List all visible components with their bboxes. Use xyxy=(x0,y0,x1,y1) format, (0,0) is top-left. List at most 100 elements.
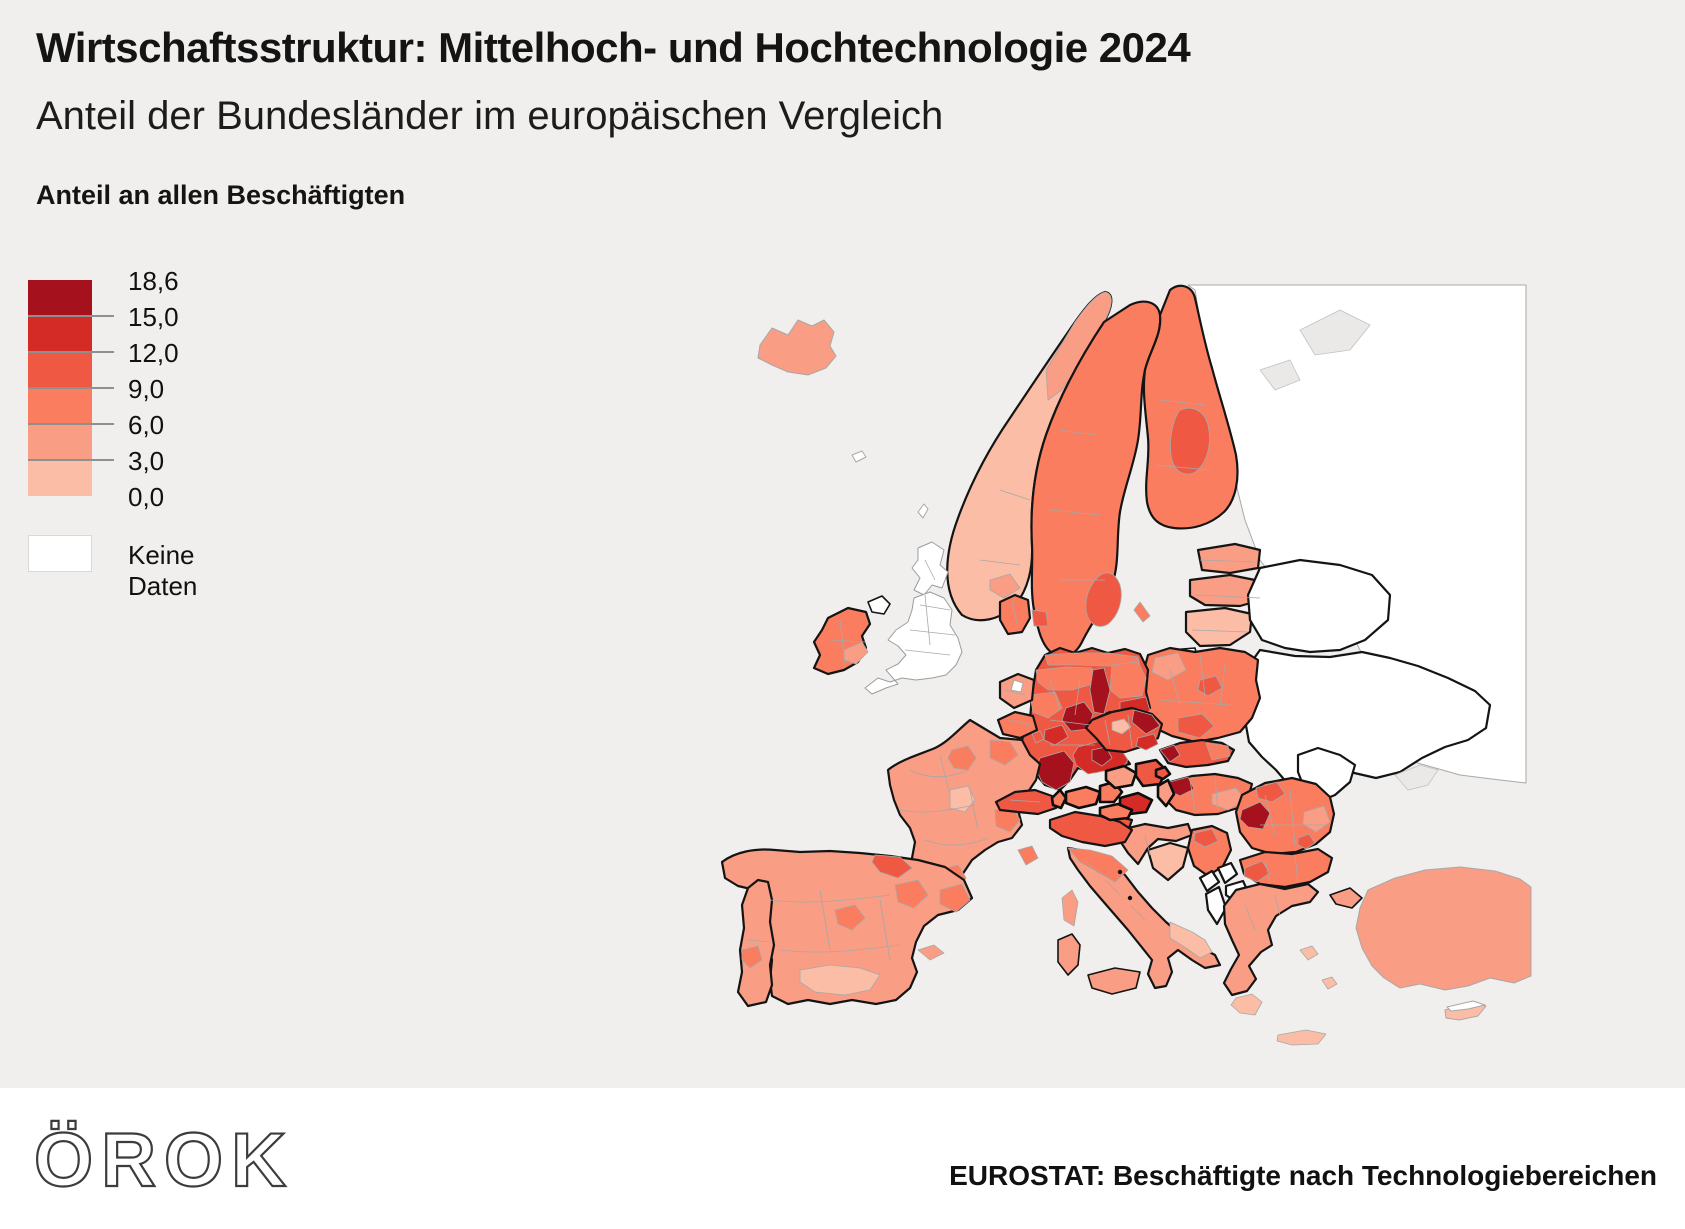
region-estonia xyxy=(1196,542,1262,575)
region-albania xyxy=(1204,885,1228,926)
legend-tick xyxy=(28,315,114,317)
region-belarus xyxy=(1246,558,1392,654)
region-czechia-ne xyxy=(1131,709,1161,735)
region-luxembourg xyxy=(1031,730,1045,744)
region-switzerland xyxy=(994,788,1058,816)
region-portugal xyxy=(736,878,776,1008)
region-denmark-zealand xyxy=(1031,609,1049,627)
region-italy-peninsula xyxy=(1066,846,1222,990)
legend-swatch-6 xyxy=(28,460,92,496)
data-source: EUROSTAT: Beschäftigte nach Technologieb… xyxy=(949,1160,1657,1191)
region-romania-bucharest xyxy=(1297,833,1316,850)
region-serbia-north xyxy=(1193,828,1219,848)
region-spain-catalonia xyxy=(939,883,971,913)
legend-value: 9,0 xyxy=(128,374,165,404)
region-sweden-mid xyxy=(1085,572,1122,627)
region-austria-burgenland xyxy=(1156,778,1176,808)
region-spain-basque xyxy=(871,854,913,879)
region-bulgaria-sofia xyxy=(1243,860,1271,883)
legend-value: 15,0 xyxy=(128,302,179,332)
region-finland xyxy=(1142,284,1239,530)
region-spain-madrid xyxy=(834,904,866,931)
region-czechia-prague xyxy=(1111,718,1132,735)
legend-no-data-label: Keine Daten xyxy=(128,540,198,601)
legend-tick xyxy=(28,423,114,425)
legend-value: 6,0 xyxy=(128,410,165,440)
region-poland-nw xyxy=(1151,652,1187,681)
region-bosnia xyxy=(1146,841,1190,882)
region-uk-scotland xyxy=(911,541,949,596)
region-gotland xyxy=(1133,601,1151,623)
region-czechia-moravia xyxy=(1135,733,1159,751)
legend-tick xyxy=(28,387,114,389)
region-romania-west xyxy=(1239,801,1271,830)
region-belgium xyxy=(996,710,1039,740)
region-germany-wolfsburg xyxy=(1089,667,1111,715)
region-france-azur xyxy=(1017,845,1039,866)
austria-bundeslaender xyxy=(1050,758,1176,822)
region-austria-wien xyxy=(1154,765,1172,781)
region-finland-south xyxy=(1170,407,1210,475)
region-crete xyxy=(1276,1029,1327,1046)
region-shetland xyxy=(917,503,929,519)
region-peloponnese xyxy=(1230,993,1263,1016)
region-romania-east xyxy=(1302,805,1331,833)
region-romania-nw xyxy=(1255,781,1286,803)
region-italy-tuscany xyxy=(1067,847,1129,883)
legend-swatch-1 xyxy=(28,280,92,316)
map-svg xyxy=(720,284,1532,1046)
region-turkey-thrace xyxy=(1329,887,1363,909)
region-lithuania xyxy=(1184,606,1254,648)
region-iceland xyxy=(757,319,837,376)
oerok-logo: ÖROK xyxy=(33,1118,294,1204)
region-greece xyxy=(1222,882,1320,997)
legend-value-max: 18,6 xyxy=(128,266,179,296)
region-germany-nrw xyxy=(1029,691,1063,719)
white-sea xyxy=(1299,309,1371,356)
region-sicily xyxy=(1087,967,1141,995)
region-uk-england xyxy=(864,591,963,695)
region-borders xyxy=(747,399,1325,961)
region-kosovo xyxy=(1216,861,1239,885)
region-germany-brandenburg xyxy=(1109,661,1147,699)
region-cyprus-north xyxy=(1446,1000,1486,1012)
region-austria-vorarlberg xyxy=(1050,788,1068,810)
legend-swatch-2 xyxy=(28,316,92,352)
region-montenegro xyxy=(1198,869,1221,893)
legend-swatch-5 xyxy=(28,424,92,460)
region-france-ne xyxy=(989,739,1019,766)
region-turkey xyxy=(1355,866,1532,991)
oerok-logo-text: ÖROK xyxy=(34,1118,294,1203)
region-norway-oslo xyxy=(989,573,1021,599)
region-sardinia xyxy=(1057,933,1081,976)
region-slovakia-west xyxy=(1159,744,1181,763)
region-poland-lodz xyxy=(1197,675,1223,697)
region-aegean-island xyxy=(1321,976,1338,990)
region-corsica xyxy=(1061,889,1079,927)
region-austria-oberoesterreich xyxy=(1104,764,1138,790)
san-marino-dot xyxy=(1117,869,1123,875)
crimea xyxy=(1394,764,1439,791)
legend-value: 3,0 xyxy=(128,446,165,476)
legend-tick xyxy=(28,459,114,461)
footer-band: ÖROK EUROSTAT: Beschäftigte nach Technol… xyxy=(0,1088,1685,1229)
region-germany-pfalz xyxy=(1043,724,1069,746)
region-austria-tirol xyxy=(1064,785,1102,810)
region-italy-south xyxy=(1169,921,1213,959)
region-portugal-lisbon xyxy=(741,945,763,969)
region-faroe xyxy=(851,450,867,463)
legend-swatch-3 xyxy=(28,352,92,388)
region-croatia xyxy=(1118,822,1194,866)
region-spain-aragon xyxy=(894,879,929,909)
region-netherlands-flevoland xyxy=(1010,679,1024,693)
vatican-dot xyxy=(1127,895,1133,901)
legend-value: 12,0 xyxy=(128,338,179,368)
page-title: Wirtschaftsstruktur: Mittelhoch- und Hoc… xyxy=(36,24,1191,71)
page-subtitle: Anteil der Bundesländer im europäischen … xyxy=(36,94,944,138)
region-balearics xyxy=(917,944,945,961)
region-uk-northern-ireland xyxy=(867,595,891,615)
europe-choropleth-map xyxy=(700,250,1533,1050)
legend-no-data-swatch xyxy=(28,535,92,572)
legend-tick xyxy=(28,351,114,353)
